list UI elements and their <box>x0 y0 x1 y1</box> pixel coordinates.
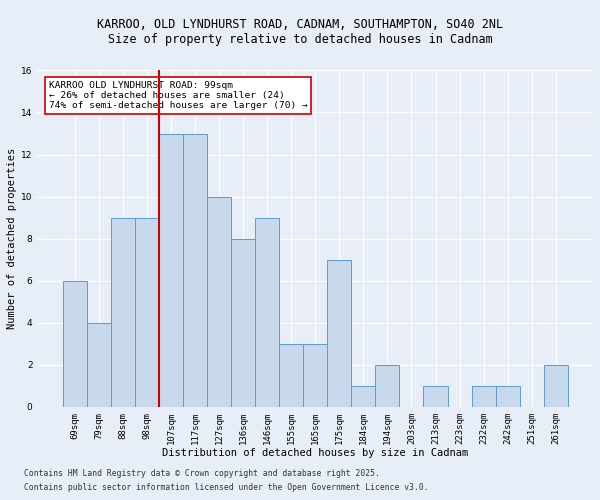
Bar <box>207 196 231 407</box>
X-axis label: Distribution of detached houses by size in Cadnam: Distribution of detached houses by size … <box>162 448 469 458</box>
Text: Size of property relative to detached houses in Cadnam: Size of property relative to detached ho… <box>107 32 493 46</box>
Bar <box>255 218 279 407</box>
Bar <box>303 344 327 407</box>
Bar <box>231 238 255 407</box>
Bar <box>544 364 568 407</box>
Bar <box>327 260 352 407</box>
Bar <box>496 386 520 407</box>
Bar <box>279 344 303 407</box>
Text: KARROO, OLD LYNDHURST ROAD, CADNAM, SOUTHAMPTON, SO40 2NL: KARROO, OLD LYNDHURST ROAD, CADNAM, SOUT… <box>97 18 503 30</box>
Bar <box>472 386 496 407</box>
Y-axis label: Number of detached properties: Number of detached properties <box>7 148 17 329</box>
Bar <box>424 386 448 407</box>
Bar <box>63 280 87 407</box>
Bar <box>87 322 111 407</box>
Bar <box>135 218 159 407</box>
Text: KARROO OLD LYNDHURST ROAD: 99sqm
← 26% of detached houses are smaller (24)
74% o: KARROO OLD LYNDHURST ROAD: 99sqm ← 26% o… <box>49 80 307 110</box>
Text: Contains HM Land Registry data © Crown copyright and database right 2025.: Contains HM Land Registry data © Crown c… <box>24 468 380 477</box>
Bar <box>111 218 135 407</box>
Bar <box>352 386 376 407</box>
Text: Contains public sector information licensed under the Open Government Licence v3: Contains public sector information licen… <box>24 484 428 492</box>
Bar <box>376 364 400 407</box>
Bar <box>159 134 183 407</box>
Bar <box>183 134 207 407</box>
